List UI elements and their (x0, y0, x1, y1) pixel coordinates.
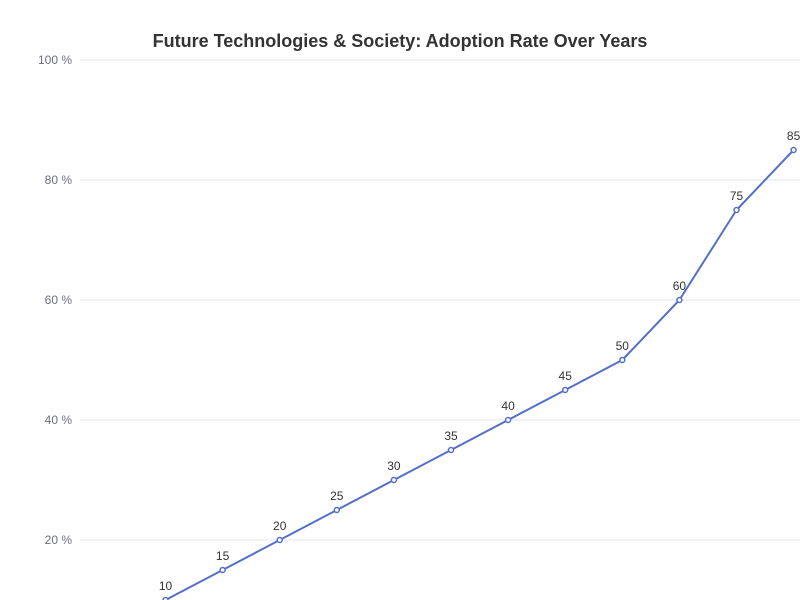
data-label: 60 (673, 279, 687, 293)
y-tick-label: 60 % (45, 293, 73, 307)
data-point (162, 596, 169, 600)
data-label: 20 (273, 519, 287, 533)
data-point (276, 536, 283, 544)
data-label: 50 (616, 339, 630, 353)
data-label: 10 (159, 579, 173, 593)
data-point (333, 506, 341, 514)
data-point (504, 416, 512, 424)
y-tick-label: 80 % (45, 173, 73, 187)
data-label: 30 (387, 459, 401, 473)
series-line (165, 149, 795, 600)
data-point (561, 386, 569, 394)
y-tick-label: 100 % (38, 53, 72, 67)
data-point (733, 206, 740, 214)
data-label: 40 (501, 399, 515, 413)
data-point (390, 476, 398, 484)
data-label: 85 (787, 129, 800, 143)
data-point (619, 356, 626, 364)
y-tick-label: 20 % (45, 533, 73, 547)
data-point (447, 446, 455, 454)
data-point (219, 566, 226, 574)
chart-title: Future Technologies & Society: Adoption … (152, 31, 648, 51)
data-point (676, 296, 683, 304)
data-label: 35 (444, 429, 458, 443)
data-label: 25 (330, 489, 344, 503)
data-label: 15 (216, 549, 230, 563)
y-tick-label: 40 % (45, 413, 73, 427)
data-label: 45 (559, 369, 573, 383)
data-point (790, 146, 797, 154)
data-label: 75 (730, 189, 744, 203)
